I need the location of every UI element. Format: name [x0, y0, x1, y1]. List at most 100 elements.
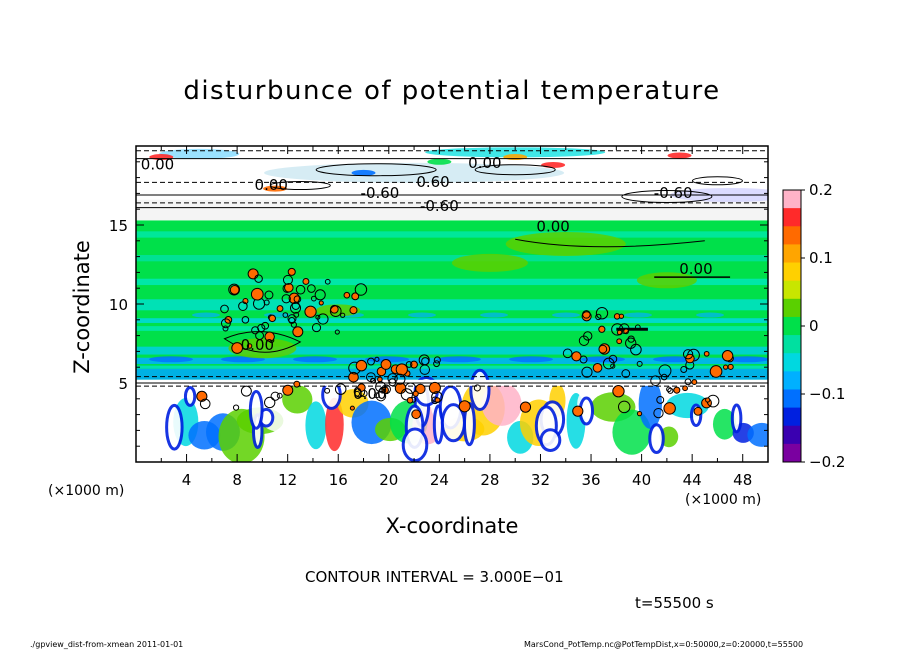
contour-cell [349, 306, 358, 315]
contour-cell [381, 384, 391, 395]
contour-cell [473, 384, 481, 392]
plume-core [648, 423, 665, 454]
colorbar-swatch [783, 316, 801, 336]
cyan-streak [408, 312, 436, 318]
convective-plume [138, 401, 159, 431]
y-axis-label: Z-coordinate [70, 240, 94, 374]
convective-plume [305, 401, 327, 450]
contour-cell [241, 316, 250, 324]
contour-cell [293, 380, 301, 388]
contour-loop [269, 181, 331, 190]
contour-cell [658, 364, 672, 378]
upper-spot [503, 154, 528, 161]
convective-plume [638, 379, 662, 429]
blue-streak [509, 356, 553, 363]
contour-cell [318, 300, 324, 306]
contour-cell [292, 326, 304, 338]
contour-cell [302, 278, 310, 285]
contour-cell [705, 397, 711, 403]
contour-cell [329, 305, 342, 318]
contour-cell [229, 285, 240, 295]
contour-cell [370, 377, 376, 384]
contour-cell [261, 321, 270, 330]
y-tick-label: 10 [109, 296, 128, 314]
colorbar-tick-label: −0.2 [809, 453, 845, 471]
contour-cell [282, 312, 289, 318]
contour-label: 0.00 [353, 385, 386, 403]
x-axis-unit-label: (×1000 m) [48, 483, 125, 499]
footer-script-info: ./gpview_dist-from-xmean 2011-01-01 [30, 640, 184, 649]
contour-cell [355, 359, 368, 372]
contour-cell [394, 382, 407, 394]
contour-cell [571, 351, 582, 362]
contour-cell [282, 384, 294, 396]
colorbar-swatch [783, 389, 801, 409]
contour-cell [387, 373, 398, 384]
colorbar-tick-label: 0 [809, 317, 819, 335]
middle-band [136, 299, 768, 311]
middle-band [136, 368, 768, 380]
blue-streak [149, 356, 193, 363]
x-tick-label: 24 [430, 471, 449, 489]
colorbar-swatch [783, 298, 801, 318]
blue-streak [293, 356, 337, 363]
contour-label: 0.00 [679, 260, 712, 278]
contour-cell [349, 405, 355, 411]
contour-cell [598, 344, 608, 354]
contour-cell [264, 396, 276, 409]
contour-label: -0.60 [361, 184, 400, 202]
contour-cell [251, 326, 260, 335]
contour-cell [433, 356, 441, 364]
contour-cell [581, 366, 593, 378]
contour-cell [232, 404, 240, 411]
plume-core [440, 403, 466, 443]
time-label: t=55500 s [635, 594, 714, 612]
contour-cell [351, 292, 360, 301]
contour-cell [421, 357, 430, 366]
contour-cell [656, 395, 665, 404]
x-tick-label: 44 [683, 471, 702, 489]
contour-cell [703, 350, 710, 357]
contour-cell [367, 357, 375, 366]
x-tick-label: 8 [232, 471, 242, 489]
contour-label: 0.00 [141, 156, 174, 174]
contour-cell [254, 274, 263, 283]
upper-patch [264, 162, 565, 183]
contour-cell [673, 386, 681, 394]
contour-cell [666, 386, 672, 393]
contour-cell [222, 325, 229, 332]
contour-cell [693, 406, 703, 416]
green-patch [228, 338, 297, 359]
contour-line [515, 238, 705, 248]
contour-label: -0.60 [654, 184, 693, 202]
contour-cell [636, 360, 643, 367]
upper-patch [159, 148, 240, 159]
contour-cell [282, 274, 293, 285]
upper-spot [541, 161, 566, 168]
contour-cell [307, 284, 316, 293]
upper-spot [263, 185, 288, 192]
contour-cell [562, 348, 573, 359]
y-tick-label: 5 [118, 375, 128, 393]
colorbar-swatch [783, 280, 801, 300]
contour-label: -0.60 [420, 197, 459, 215]
x-tick-label: 12 [278, 471, 297, 489]
contour-cell [634, 324, 641, 331]
contour-cell [412, 390, 419, 397]
upper-patch [425, 147, 606, 158]
contour-cell [595, 307, 609, 320]
middle-band [136, 365, 768, 369]
contour-cell [263, 299, 270, 306]
convective-plume [325, 397, 344, 452]
cyan-streak [552, 312, 580, 318]
contour-cell [270, 391, 280, 401]
contour-cell [311, 323, 322, 333]
contour-cell [582, 310, 591, 319]
contour-cell [281, 294, 291, 304]
contour-cell [581, 311, 592, 322]
contour-cell [290, 321, 297, 328]
contour-cell [458, 400, 471, 413]
colorbar-tick-label: −0.1 [809, 385, 845, 403]
x-tick-label: 20 [379, 471, 398, 489]
contour-cell [199, 398, 211, 410]
